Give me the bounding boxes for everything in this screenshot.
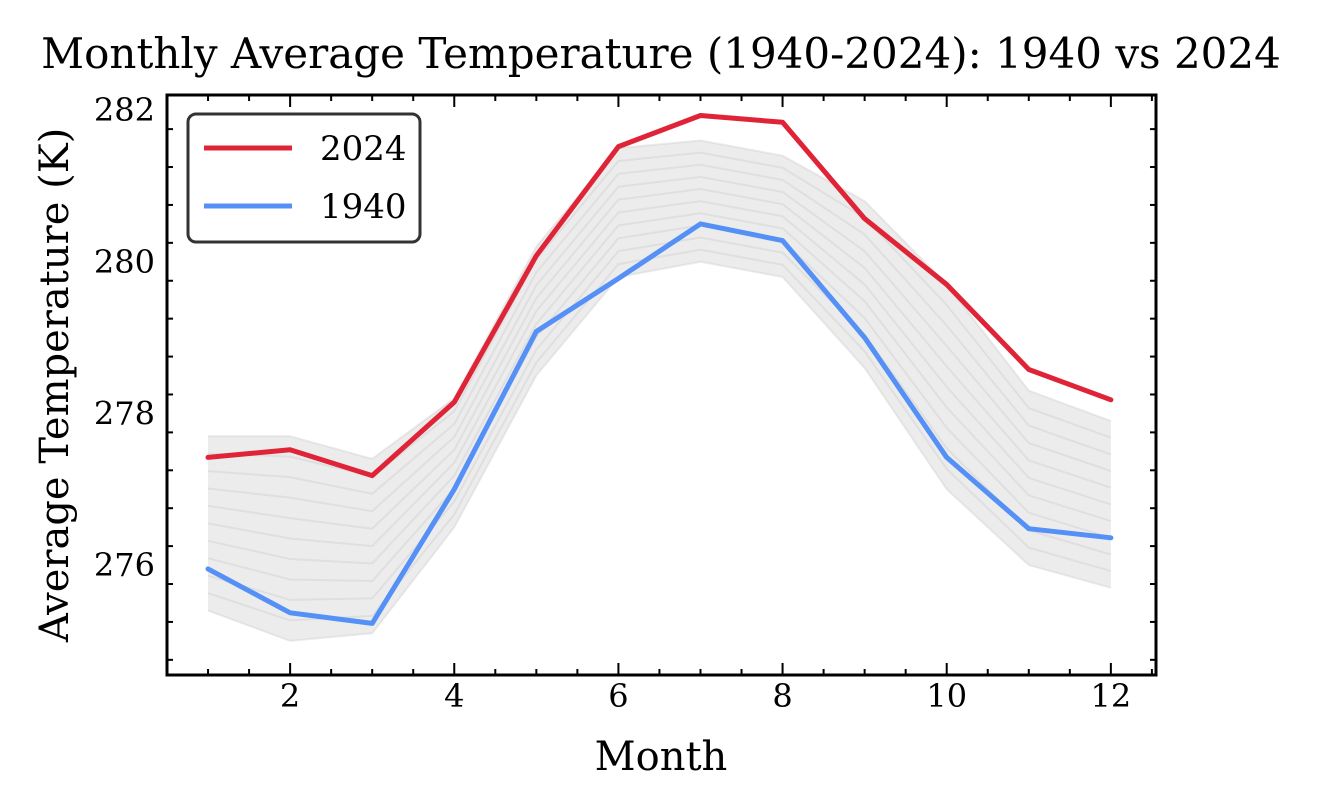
band-line [207, 187, 1112, 530]
band-line [207, 212, 1112, 565]
y-tick-label: 276 [94, 546, 155, 584]
legend: 2024 1940 [186, 112, 422, 244]
band-line [207, 175, 1112, 513]
series-line-2024 [205, 113, 1114, 479]
plot-frame [165, 93, 1158, 677]
x-tick-label: 10 [926, 677, 967, 715]
x-axis-label: Month [595, 734, 728, 780]
series-line-1940 [205, 221, 1114, 626]
x-tick-label: 6 [608, 677, 628, 715]
band-line [207, 200, 1112, 548]
y-axis-label: Average Temperature (K) [32, 128, 78, 643]
band-line [207, 260, 1112, 642]
x-tick-label: 2 [280, 677, 300, 715]
y-tick-labels: 276 278 280 282 [94, 91, 155, 584]
legend-label-2024: 2024 [320, 129, 407, 169]
x-tick-labels: 2 4 6 8 10 12 [280, 677, 1131, 715]
band-line [207, 248, 1112, 622]
x-tick-label: 4 [444, 677, 464, 715]
series-lines [205, 113, 1114, 626]
y-tick-label: 280 [94, 243, 155, 281]
y-tick-label: 282 [94, 91, 155, 129]
chart-title: Monthly Average Temperature (1940-2024):… [41, 29, 1281, 78]
band-line [207, 163, 1112, 495]
band-line [207, 224, 1112, 583]
axis-ticks [167, 95, 1156, 675]
legend-label-1940: 1940 [320, 187, 407, 227]
x-tick-label: 12 [1090, 677, 1131, 715]
band-area [208, 140, 1111, 641]
band-line [207, 236, 1112, 601]
y-tick-label: 278 [94, 394, 155, 432]
x-tick-label: 8 [772, 677, 792, 715]
